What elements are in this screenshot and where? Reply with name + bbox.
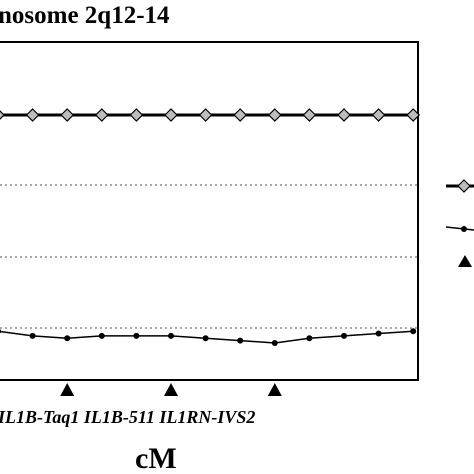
marker-labels: IL1B-Taq1 IL1B-511 IL1RN-IVS2 <box>0 407 255 427</box>
x-axis-label: cM <box>135 442 177 474</box>
data-point-dot <box>64 335 71 342</box>
data-point-dot <box>0 328 1 334</box>
legend-line-dot <box>445 226 474 231</box>
data-point-dot <box>29 332 36 339</box>
data-point-diamond <box>302 108 317 122</box>
data-point-dot <box>306 335 313 342</box>
gene-marker-triangle <box>267 383 282 396</box>
data-point-dot <box>271 339 278 346</box>
series-group <box>0 108 421 346</box>
data-point-dot <box>237 337 244 344</box>
data-point-diamond <box>406 108 421 122</box>
gene-marker-triangle <box>164 383 178 396</box>
gridlines <box>0 114 418 329</box>
legend-triangle-icon <box>458 255 472 267</box>
plot-frame <box>0 41 419 381</box>
data-point-diamond <box>94 108 109 122</box>
legend <box>445 179 474 267</box>
data-point-dot <box>341 332 347 339</box>
legend-diamond-icon <box>457 179 471 193</box>
data-point-diamond <box>25 108 40 122</box>
data-point-dot <box>98 332 105 339</box>
data-point-diamond <box>60 108 75 122</box>
data-point-diamond <box>129 108 144 122</box>
data-point-dot <box>202 335 209 342</box>
data-point-diamond <box>164 108 178 122</box>
data-point-dot <box>133 332 140 339</box>
data-point-diamond <box>233 108 248 122</box>
data-point-diamond <box>267 108 282 122</box>
legend-dot-icon <box>461 226 467 232</box>
data-point-diamond <box>198 108 213 122</box>
data-point-dot <box>410 328 417 335</box>
gene-markers <box>60 383 282 396</box>
data-point-diamond <box>0 110 5 120</box>
gene-marker-triangle <box>60 383 75 396</box>
data-point-diamond <box>371 108 386 122</box>
data-point-dot <box>168 332 174 339</box>
data-point-diamond <box>337 108 351 122</box>
chart-title: nosome 2q12-14 <box>0 2 170 29</box>
data-point-dot <box>375 330 382 337</box>
